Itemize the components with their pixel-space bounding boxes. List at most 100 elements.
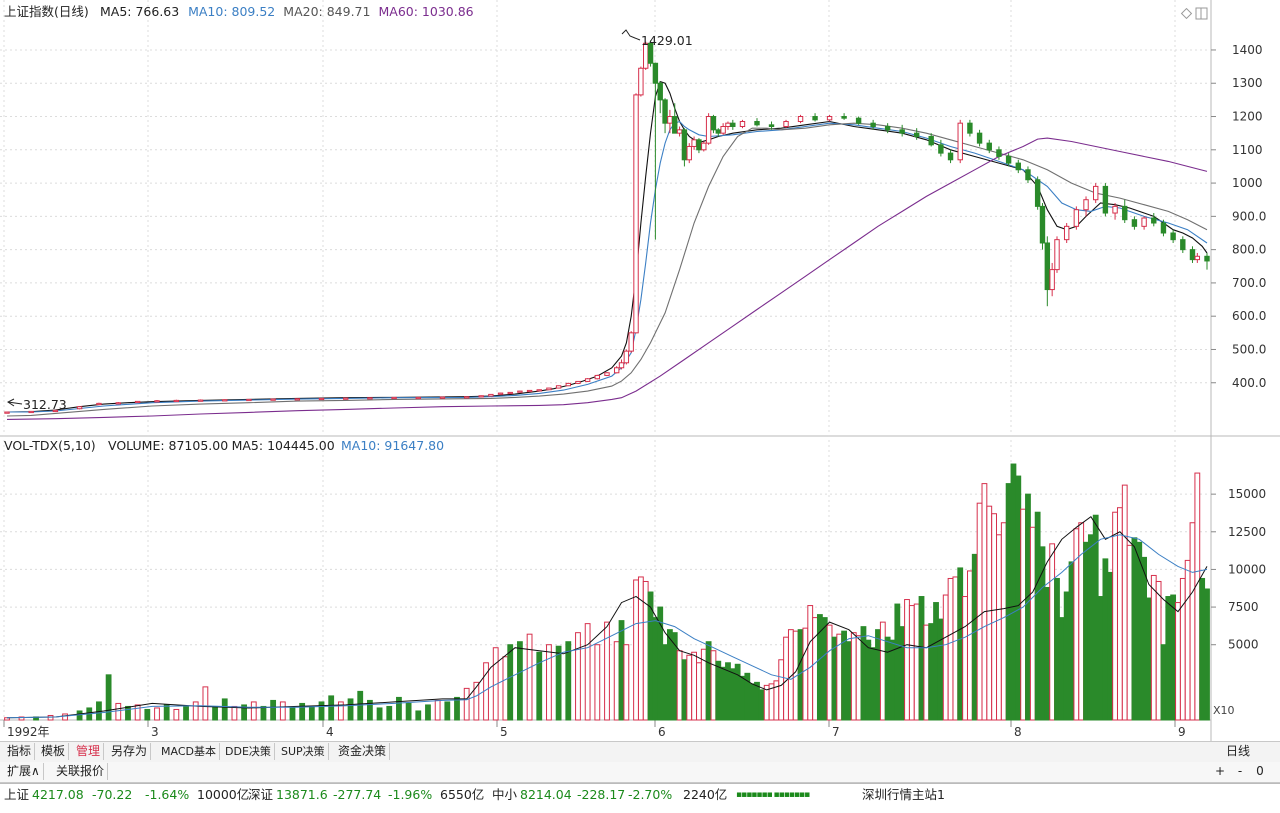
candle-body bbox=[855, 117, 862, 124]
tab-indicator[interactable]: 指标 bbox=[4, 743, 36, 760]
candle-body bbox=[928, 135, 934, 146]
candle bbox=[1180, 236, 1186, 253]
candle-body bbox=[676, 129, 683, 134]
volume-bar bbox=[318, 701, 325, 721]
candle-body bbox=[976, 132, 983, 144]
candle-body bbox=[783, 121, 789, 128]
sz-percent: -1.96% bbox=[388, 787, 433, 802]
volume-bar bbox=[575, 632, 581, 721]
volume-bar bbox=[347, 698, 354, 721]
sup-button[interactable]: SUP决策 bbox=[278, 743, 329, 760]
volume-bar bbox=[739, 675, 746, 721]
chart-toolbar: 指标 模板 管理 另存为 MACD基本 DDE决策 SUP决策 资金决策 日线 bbox=[0, 741, 1280, 763]
volume-bar bbox=[507, 644, 514, 721]
sh-price: 4217.08 bbox=[32, 787, 84, 802]
volume-bar bbox=[652, 617, 659, 721]
candle bbox=[1131, 216, 1138, 230]
dde-button[interactable]: DDE决策 bbox=[222, 743, 275, 760]
zoom-out-button[interactable]: - bbox=[1237, 764, 1243, 778]
sz-name: 深证 bbox=[248, 787, 274, 802]
macd-basic-button[interactable]: MACD基本 bbox=[158, 743, 220, 760]
tab-template[interactable]: 模板 bbox=[38, 743, 70, 760]
candle bbox=[197, 399, 204, 402]
candle-body bbox=[76, 406, 83, 410]
candle-body bbox=[768, 124, 775, 128]
candle bbox=[1189, 246, 1196, 263]
candle-body bbox=[1180, 239, 1186, 251]
volume-bar bbox=[376, 707, 383, 721]
volume-bar bbox=[720, 666, 727, 721]
candle bbox=[1083, 196, 1089, 217]
volume-bar bbox=[986, 505, 993, 721]
ma-legend: MA5: 766.63 MA10: 809.52 MA20: 849.71 MA60:… bbox=[100, 4, 474, 19]
volume-bar bbox=[396, 696, 402, 721]
related-quote-button[interactable]: 关联报价 bbox=[53, 763, 109, 780]
candle bbox=[546, 387, 552, 391]
volume-bar bbox=[705, 641, 712, 721]
candle-body bbox=[913, 132, 920, 137]
candle bbox=[938, 139, 944, 157]
diamond-icon[interactable] bbox=[1180, 7, 1193, 20]
volume-bar bbox=[715, 660, 722, 721]
sh-percent: -1.64% bbox=[145, 787, 190, 802]
candle bbox=[1015, 159, 1021, 174]
candle bbox=[739, 119, 746, 129]
candle-body bbox=[134, 400, 141, 404]
save-as-button[interactable]: 另存为 bbox=[108, 743, 152, 760]
candle bbox=[1112, 203, 1118, 220]
volume-bar bbox=[154, 707, 160, 721]
candle-body bbox=[667, 116, 673, 124]
candle-body bbox=[652, 62, 659, 84]
candle-body bbox=[1170, 232, 1176, 241]
volume-unit: X10 bbox=[1213, 704, 1235, 717]
sz-price: 13871.6 bbox=[276, 787, 328, 802]
candle-body bbox=[1083, 199, 1089, 211]
ma-legend-item: MA60: 1030.86 bbox=[379, 4, 474, 19]
candle bbox=[996, 146, 1002, 160]
sh-change: -70.22 bbox=[92, 787, 133, 802]
volume-bar bbox=[1000, 522, 1007, 721]
date-tick-label: 4 bbox=[326, 725, 334, 739]
candle-body bbox=[725, 122, 731, 128]
expand-button[interactable]: 扩展∧ bbox=[4, 763, 44, 780]
zoom-reset-button[interactable]: 0 bbox=[1256, 764, 1264, 778]
candle-body bbox=[701, 142, 707, 151]
candle bbox=[584, 378, 591, 383]
server-name[interactable]: 深圳行情主站1 bbox=[862, 787, 945, 802]
zoom-in-button[interactable]: + bbox=[1214, 764, 1226, 778]
volume-indicator-name: VOL-TDX(5,10) bbox=[4, 438, 96, 453]
volume-bar bbox=[1141, 556, 1147, 721]
candle bbox=[517, 390, 523, 393]
candle bbox=[768, 121, 775, 130]
volume-bar bbox=[517, 641, 523, 721]
volume-bar bbox=[241, 704, 247, 721]
sh-amount: 10000亿 bbox=[197, 787, 250, 802]
tab-manage[interactable]: 管理 bbox=[73, 743, 105, 760]
high-label: 1429.01 bbox=[641, 33, 693, 48]
volume-bar bbox=[221, 698, 228, 721]
candle-body bbox=[967, 122, 973, 134]
candle bbox=[4, 411, 10, 414]
window-icons[interactable] bbox=[1180, 7, 1208, 20]
volume-bar bbox=[1102, 558, 1109, 721]
period-label[interactable]: 日线 bbox=[1226, 744, 1251, 758]
volume-bar bbox=[812, 617, 818, 721]
candle bbox=[367, 397, 373, 400]
candle bbox=[594, 374, 601, 380]
candlesticks[interactable] bbox=[4, 40, 1210, 414]
candle bbox=[1204, 252, 1210, 270]
volume-tick-label: 10000 bbox=[1228, 562, 1266, 576]
volume-bar bbox=[962, 596, 968, 721]
volume-bar bbox=[134, 704, 141, 721]
fund-decision-button[interactable]: 资金决策 bbox=[335, 743, 391, 760]
volume-bar bbox=[1054, 577, 1060, 721]
volume-bar bbox=[115, 702, 122, 721]
candle-body bbox=[546, 387, 552, 391]
candle-body bbox=[870, 122, 876, 128]
candle-body bbox=[1204, 255, 1210, 262]
volume-bar bbox=[454, 696, 460, 721]
volume-bar bbox=[710, 650, 717, 721]
candle-body bbox=[1073, 209, 1080, 227]
volume-bar bbox=[802, 627, 809, 721]
